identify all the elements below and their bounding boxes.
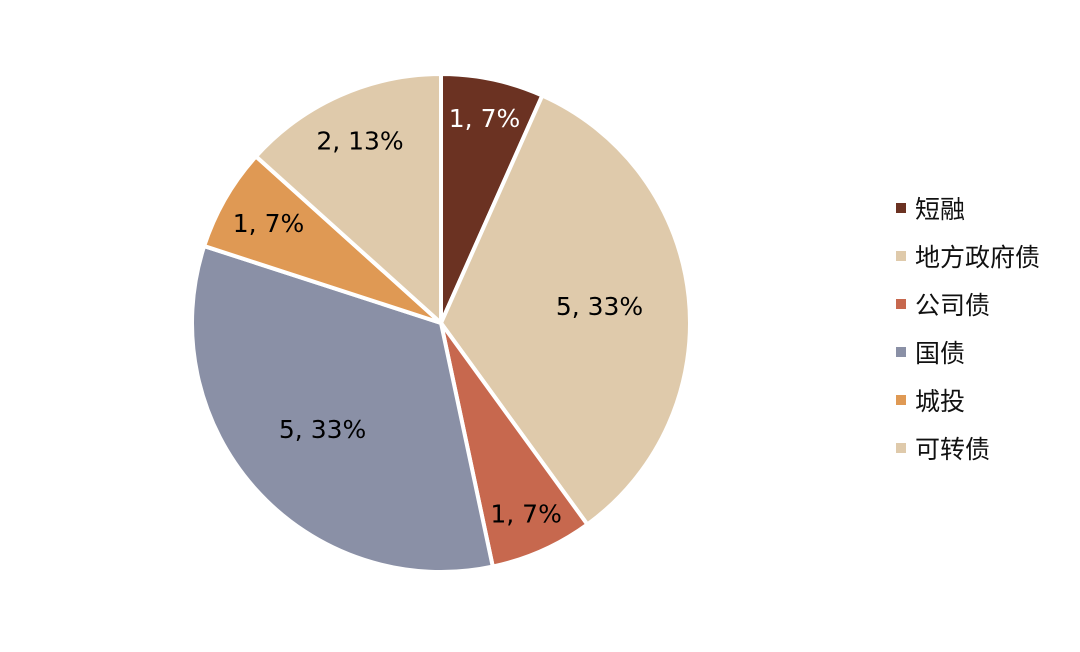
legend-swatch: [896, 251, 906, 261]
legend-swatch: [896, 395, 906, 405]
legend-swatch: [896, 443, 906, 453]
legend-label: 短融: [915, 195, 966, 224]
legend-item-公司债: 公司债: [896, 280, 1076, 328]
legend-swatch: [896, 347, 906, 357]
pie-slice-可转债: [253, 71, 443, 328]
legend-item-城投: 城投: [896, 376, 1076, 424]
legend-item-短融: 短融: [896, 184, 1076, 232]
data-label-公司债: 1, 7%: [490, 500, 561, 529]
pie-slice-国债: [190, 243, 496, 575]
pie-data-labels: 1, 7% 5, 33% 1, 7% 5, 33% 1, 7% 2, 13%: [233, 104, 643, 529]
legend-label: 城投: [915, 387, 966, 416]
data-label-国债: 5, 33%: [279, 415, 366, 444]
data-label-城投: 1, 7%: [233, 209, 304, 238]
data-label-地方政府债: 5, 33%: [556, 292, 643, 321]
legend-item-国债: 国债: [896, 328, 1076, 376]
legend-swatch: [896, 299, 906, 309]
legend-label: 国债: [915, 339, 966, 368]
legend-item-地方政府债: 地方政府债: [896, 232, 1076, 280]
legend-label: 地方政府债: [915, 243, 1041, 272]
legend-swatch: [896, 203, 906, 213]
legend-label: 可转债: [915, 435, 991, 464]
chart-legend: 短融 地方政府债 公司债 国债 城投 可转债: [896, 184, 1076, 472]
pie-slice-地方政府债: [438, 92, 693, 528]
legend-label: 公司债: [915, 291, 991, 320]
data-label-短融: 1, 7%: [449, 104, 520, 133]
pie-slices: [190, 71, 693, 575]
legend-item-可转债: 可转债: [896, 424, 1076, 472]
data-label-可转债: 2, 13%: [316, 127, 403, 156]
